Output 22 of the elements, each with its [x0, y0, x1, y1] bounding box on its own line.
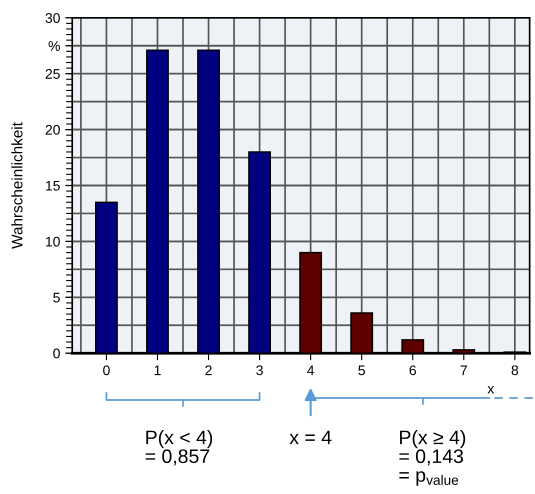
- y-tick-label: 0: [53, 348, 60, 358]
- x-tick-label: 1: [154, 366, 161, 376]
- y-tick-label: 20: [46, 124, 60, 135]
- y-tick-label: 10: [46, 236, 60, 247]
- x-tick-label: 5: [358, 366, 365, 376]
- y-axis-title: Wahrscheinlichkeit: [11, 122, 23, 249]
- y-tick-label: 5: [53, 292, 60, 302]
- text: P(x ≥ 4) = 0,143 = p$_{value}$: [399, 430, 466, 486]
- x-tick-label: 0: [103, 365, 110, 376]
- x-tick-label: 7: [460, 366, 467, 376]
- x-axis-title: x: [487, 386, 494, 394]
- x-tick-label: 2: [205, 365, 212, 376]
- y-tick-label: 25: [46, 69, 60, 79]
- x-tick-label: 8: [512, 365, 518, 376]
- text: x = 4: [290, 430, 332, 444]
- y-tick-label: 15: [46, 180, 60, 191]
- x-tick-label: 4: [307, 366, 314, 376]
- text: P(x < 4) = 0,857: [146, 430, 212, 466]
- x-tick-label: 3: [256, 365, 263, 376]
- y-tick-label: %: [48, 41, 60, 51]
- x-tick-label: 6: [410, 365, 416, 376]
- y-tick-label: 30: [46, 13, 60, 23]
